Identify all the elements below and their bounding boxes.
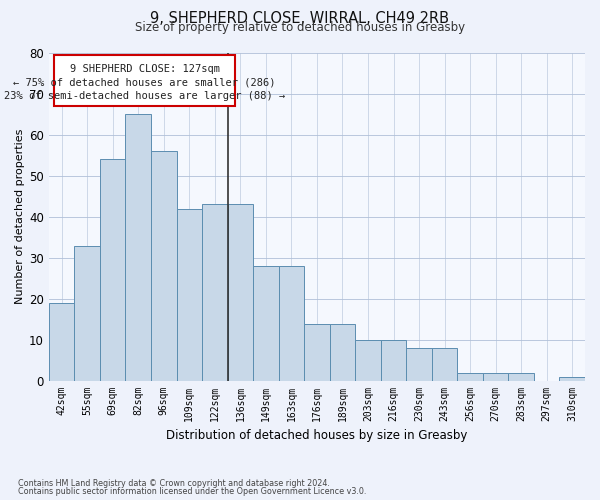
- Text: 9 SHEPHERD CLOSE: 127sqm: 9 SHEPHERD CLOSE: 127sqm: [70, 64, 220, 74]
- Bar: [355, 340, 381, 381]
- Text: Contains public sector information licensed under the Open Government Licence v3: Contains public sector information licen…: [18, 487, 367, 496]
- X-axis label: Distribution of detached houses by size in Greasby: Distribution of detached houses by size …: [166, 430, 467, 442]
- Bar: [151, 151, 176, 381]
- Bar: [381, 340, 406, 381]
- Bar: [406, 348, 432, 381]
- Bar: [253, 266, 278, 381]
- Bar: [176, 208, 202, 381]
- Text: 23% of semi-detached houses are larger (88) →: 23% of semi-detached houses are larger (…: [4, 90, 285, 101]
- Bar: [74, 246, 100, 381]
- Text: Size of property relative to detached houses in Greasby: Size of property relative to detached ho…: [135, 22, 465, 35]
- Bar: [330, 324, 355, 381]
- Bar: [125, 114, 151, 381]
- Text: 9, SHEPHERD CLOSE, WIRRAL, CH49 2RB: 9, SHEPHERD CLOSE, WIRRAL, CH49 2RB: [151, 11, 449, 26]
- Text: ← 75% of detached houses are smaller (286): ← 75% of detached houses are smaller (28…: [13, 77, 276, 87]
- Bar: [278, 266, 304, 381]
- Bar: [483, 373, 508, 381]
- Bar: [304, 324, 330, 381]
- Bar: [100, 160, 125, 381]
- Bar: [49, 303, 74, 381]
- FancyBboxPatch shape: [54, 54, 235, 106]
- Bar: [202, 204, 227, 381]
- Bar: [559, 377, 585, 381]
- Y-axis label: Number of detached properties: Number of detached properties: [15, 129, 25, 304]
- Text: Contains HM Land Registry data © Crown copyright and database right 2024.: Contains HM Land Registry data © Crown c…: [18, 478, 330, 488]
- Bar: [227, 204, 253, 381]
- Bar: [432, 348, 457, 381]
- Bar: [457, 373, 483, 381]
- Bar: [508, 373, 534, 381]
